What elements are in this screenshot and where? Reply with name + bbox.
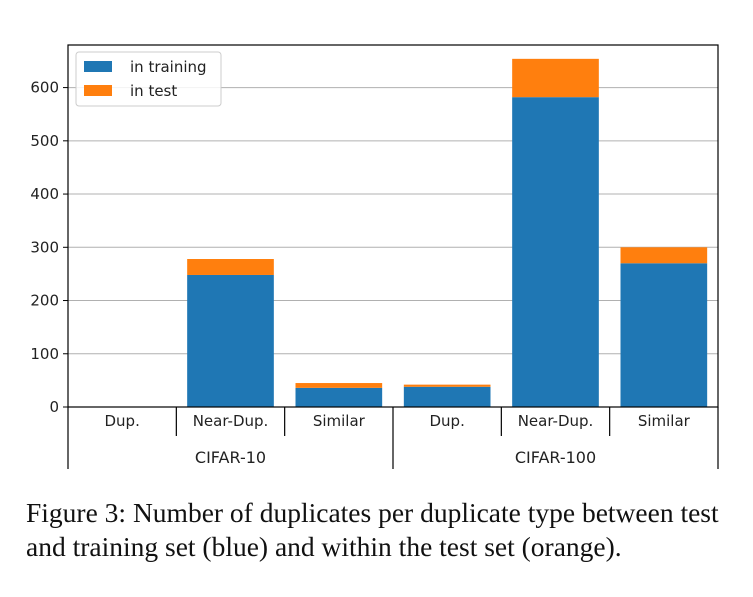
x-category-label: Near-Dup. <box>518 412 594 430</box>
y-tick-label: 600 <box>30 79 59 97</box>
bar-in-test-1 <box>187 259 274 275</box>
legend-label-in-training: in training <box>130 58 207 76</box>
figure-caption: Figure 3: Number of duplicates per dupli… <box>26 497 719 562</box>
bar-in-test-2 <box>295 383 383 388</box>
legend-swatch-in-test <box>84 85 112 96</box>
bars <box>187 58 708 407</box>
y-axis-ticks: 0 100 200 300 400 500 600 <box>30 79 68 416</box>
bar-in-test-3 <box>403 384 491 387</box>
x-category-label: Dup. <box>429 412 464 430</box>
x-category-labels: Dup. Near-Dup. Similar Dup. Near-Dup. Similar <box>67 407 719 469</box>
legend-label-in-test: in test <box>130 82 177 100</box>
bar-in-training-3 <box>403 386 491 407</box>
legend: in training in test <box>75 51 222 107</box>
bar-in-test-5 <box>620 247 708 264</box>
y-tick-label: 100 <box>30 345 59 363</box>
bar-in-training-1 <box>187 274 274 407</box>
x-category-label: Dup. <box>104 412 139 430</box>
stacked-bar-chart: 0 100 200 300 400 500 600 Dup. Near-Dup. Similar… <box>30 44 719 469</box>
x-category-label: Near-Dup. <box>193 412 269 430</box>
x-group-label: CIFAR-10 <box>195 448 266 467</box>
x-group-labels: CIFAR-10 CIFAR-100 <box>195 448 596 467</box>
x-category-label: Similar <box>313 412 366 430</box>
y-tick-label: 300 <box>30 238 59 256</box>
x-category-label: Similar <box>638 412 691 430</box>
bar-in-training-2 <box>295 387 383 407</box>
bar-in-training-4 <box>512 97 599 407</box>
legend-box <box>75 51 222 107</box>
bar-in-training-5 <box>620 263 708 407</box>
bar-in-test-4 <box>512 58 599 98</box>
y-tick-label: 500 <box>30 132 59 150</box>
y-tick-label: 0 <box>49 398 59 416</box>
legend-swatch-in-training <box>84 61 112 72</box>
x-group-label: CIFAR-100 <box>515 448 596 467</box>
y-tick-label: 200 <box>30 292 59 310</box>
y-tick-label: 400 <box>30 185 59 203</box>
